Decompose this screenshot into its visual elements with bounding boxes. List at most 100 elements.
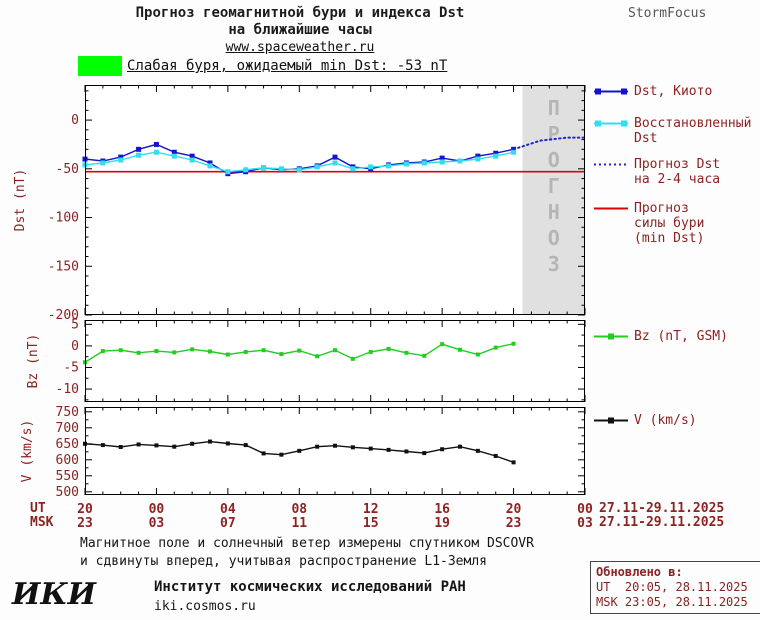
series-bz-marker bbox=[386, 346, 391, 351]
ut-axis-row-label: UT bbox=[30, 501, 46, 516]
series-v-marker bbox=[350, 445, 355, 450]
series-kyoto-marker bbox=[207, 160, 213, 166]
xtick-msk-label: 23 bbox=[77, 516, 93, 531]
series-bz-marker bbox=[350, 356, 355, 361]
legend-storm-threshold: Прогноз силы бури (min Dst) bbox=[594, 201, 704, 246]
brand-label: StormFocus bbox=[628, 6, 707, 21]
series-v-marker bbox=[154, 443, 159, 448]
series-restored-marker bbox=[207, 163, 213, 169]
legend-threshold-line3: (min Dst) bbox=[634, 231, 705, 246]
legend-forecast-dst: Прогноз Dst на 2-4 часа bbox=[594, 157, 720, 187]
forecast-watermark-letter: Р bbox=[548, 122, 560, 146]
updated-title: Обновлено в: bbox=[596, 565, 683, 579]
v-panel-border bbox=[85, 407, 585, 495]
series-restored-marker bbox=[189, 157, 195, 163]
legend-v: V (km/s) bbox=[594, 413, 697, 428]
dst-ytick-label: -150 bbox=[48, 259, 79, 274]
xtick-msk-label: 19 bbox=[434, 516, 450, 531]
series-v-marker bbox=[368, 446, 373, 451]
series-bz-marker bbox=[297, 348, 302, 353]
legend-restored-line2: Dst bbox=[634, 131, 658, 146]
dst-ytick-label: -50 bbox=[56, 162, 79, 177]
legend-dst-kyoto: Dst, Киото bbox=[594, 84, 712, 99]
series-bz-marker bbox=[333, 348, 337, 353]
series-restored-marker bbox=[332, 160, 338, 166]
bz-ytick-label: 0 bbox=[71, 339, 79, 354]
xtick-ut-label: 12 bbox=[363, 502, 379, 517]
series-v-marker bbox=[279, 452, 284, 457]
series-restored-marker bbox=[368, 164, 374, 170]
forecast-watermark-letter: П bbox=[548, 96, 560, 120]
storm-threshold-legend-marker-icon bbox=[594, 207, 628, 210]
xtick-msk-label: 11 bbox=[291, 516, 307, 531]
legend-restored-dst: Восстановленный Dst bbox=[594, 116, 751, 146]
series-restored-marker bbox=[136, 152, 142, 158]
forecast-region bbox=[522, 85, 585, 315]
series-restored-marker bbox=[243, 167, 249, 173]
series-restored-marker bbox=[475, 156, 481, 162]
legend-threshold-line1: Прогноз bbox=[634, 201, 689, 216]
forecast-watermark-letter: О bbox=[548, 148, 560, 172]
xtick-ut-label: 20 bbox=[506, 502, 522, 517]
v-ytick-label: 550 bbox=[56, 469, 79, 484]
series-v-marker bbox=[440, 447, 445, 452]
series-bz-marker bbox=[208, 349, 212, 354]
institute-website-link[interactable]: iki.cosmos.ru bbox=[154, 599, 256, 614]
series-bz-marker bbox=[190, 347, 195, 352]
forecast-watermark-letter: З bbox=[548, 252, 560, 276]
v-ytick-label: 750 bbox=[56, 405, 79, 420]
msk-date-range: 27.11-29.11.2025 bbox=[599, 515, 725, 530]
series-v-marker bbox=[475, 448, 480, 453]
series-bz-marker bbox=[475, 352, 480, 357]
series-restored-marker bbox=[386, 163, 392, 169]
xtick-ut-label: 04 bbox=[220, 502, 236, 517]
iki-logo: ИКИ bbox=[12, 577, 96, 612]
series-restored-marker bbox=[314, 164, 320, 170]
bz-ytick-label: -5 bbox=[63, 360, 79, 375]
dst-ytick-label: -200 bbox=[48, 308, 79, 323]
series-v-marker bbox=[297, 448, 302, 453]
forecast-watermark-letter: О bbox=[548, 226, 560, 250]
series-restored-marker bbox=[457, 158, 463, 164]
legend-threshold-line2: силы бури bbox=[634, 216, 705, 231]
series-kyoto-marker bbox=[475, 153, 481, 159]
updated-box: Обновлено в: UT 20:05, 28.11.2025 MSK 23… bbox=[590, 561, 760, 614]
series-restored-marker bbox=[439, 159, 445, 165]
dst-axis-label: Dst (nT) bbox=[13, 169, 28, 232]
v-ytick-label: 700 bbox=[56, 421, 79, 436]
series-bz-marker bbox=[511, 341, 516, 346]
ut-date-range: 27.11-29.11.2025 bbox=[599, 501, 725, 516]
series-bz-marker bbox=[368, 349, 373, 354]
series-restored-marker bbox=[225, 169, 231, 175]
storm-alert: Слабая буря, ожидаемый min Dst: -53 nT bbox=[78, 56, 447, 76]
series-restored-marker bbox=[100, 160, 106, 166]
v-ytick-label: 500 bbox=[56, 485, 79, 500]
updated-ut: UT 20:05, 28.11.2025 bbox=[596, 580, 748, 594]
series-v-marker bbox=[190, 441, 195, 446]
legend-forecast-line2: на 2-4 часа bbox=[634, 172, 721, 187]
page-title: Прогноз геомагнитной бури и индекса Dst bbox=[135, 5, 465, 21]
series-v-marker bbox=[172, 444, 177, 449]
series-kyoto-marker bbox=[332, 154, 338, 160]
v-ytick-label: 650 bbox=[56, 437, 79, 452]
footnote-line2: и сдвинуты вперед, учитывая распростране… bbox=[80, 554, 487, 569]
dst-ytick-label: 0 bbox=[71, 113, 79, 128]
legend-forecast-line1: Прогноз Dst bbox=[634, 157, 721, 172]
xtick-msk-label: 03 bbox=[149, 516, 165, 531]
bz-panel-border bbox=[85, 320, 585, 402]
bz-legend-marker-icon bbox=[594, 333, 628, 340]
series-v-marker bbox=[100, 443, 105, 448]
series-bz-marker bbox=[261, 348, 266, 353]
website-link[interactable]: www.spaceweather.ru bbox=[225, 40, 375, 55]
series-bz-marker bbox=[422, 353, 427, 358]
series-bz-marker bbox=[118, 348, 123, 353]
series-kyoto-marker bbox=[171, 149, 177, 155]
series-kyoto-marker bbox=[189, 153, 195, 159]
series-kyoto-marker bbox=[493, 150, 499, 156]
series-bz-marker bbox=[440, 342, 445, 347]
storm-level-swatch-icon bbox=[78, 56, 122, 76]
series-v-marker bbox=[261, 451, 266, 456]
series-kyoto-marker bbox=[439, 155, 445, 161]
v-legend-marker-icon bbox=[594, 417, 628, 424]
